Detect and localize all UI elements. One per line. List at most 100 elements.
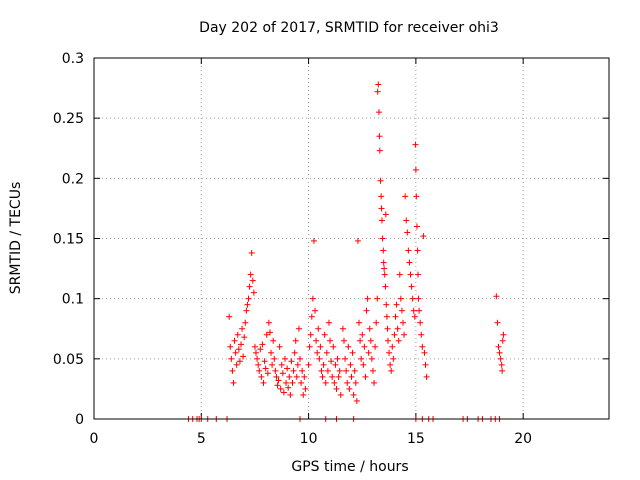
data-point (398, 307, 405, 314)
data-point (373, 319, 380, 326)
data-point (418, 331, 425, 338)
data-point (403, 217, 410, 224)
data-point (308, 313, 315, 320)
data-point (227, 343, 234, 350)
data-point (324, 367, 331, 374)
data-point (411, 313, 418, 320)
data-point (500, 331, 507, 338)
data-point (286, 373, 293, 380)
data-point (406, 259, 413, 266)
data-point (422, 361, 429, 368)
data-point (260, 379, 267, 386)
data-point (239, 325, 246, 332)
data-point (392, 313, 399, 320)
data-point (331, 379, 338, 386)
data-point (292, 337, 299, 344)
data-point (321, 331, 328, 338)
data-point (395, 337, 402, 344)
data-point (381, 265, 388, 272)
data-point (380, 247, 387, 254)
data-point (357, 337, 364, 344)
data-point (232, 349, 239, 356)
x-tick-label: 15 (407, 431, 425, 447)
data-point (241, 334, 248, 341)
data-points (185, 81, 507, 422)
data-point (295, 325, 302, 332)
data-point (297, 355, 303, 362)
data-point (299, 367, 306, 374)
data-point (244, 301, 251, 308)
data-point (277, 385, 284, 392)
data-point (242, 319, 249, 326)
data-point (337, 391, 344, 398)
data-point (294, 361, 301, 368)
data-point (377, 177, 384, 184)
x-tick-label: 20 (514, 431, 532, 447)
data-point (254, 355, 261, 362)
data-point (330, 343, 337, 350)
data-point (235, 346, 242, 353)
data-point (301, 373, 308, 380)
y-tick-label: 0.25 (53, 111, 84, 127)
data-point (409, 295, 416, 302)
data-point (272, 367, 279, 374)
y-tick-label: 0.3 (62, 51, 84, 67)
data-point (358, 355, 365, 362)
data-point (280, 389, 287, 396)
data-point (378, 217, 385, 224)
data-point (390, 355, 397, 362)
y-tick-label: 0.2 (62, 171, 84, 187)
data-point (414, 247, 421, 254)
data-point (325, 319, 332, 326)
data-point (384, 337, 391, 344)
data-point (332, 361, 339, 368)
data-point (415, 295, 422, 302)
data-point (315, 325, 322, 332)
data-point (228, 355, 235, 362)
data-point (284, 365, 291, 372)
data-point (340, 337, 347, 344)
data-point (499, 367, 506, 374)
data-point (287, 391, 294, 398)
data-point (496, 349, 503, 356)
data-point (339, 325, 346, 332)
data-point (410, 307, 417, 314)
y-tick-label: 0.15 (53, 232, 84, 248)
data-point (276, 343, 283, 350)
data-point (302, 385, 309, 392)
data-point (250, 289, 257, 296)
data-point (374, 295, 381, 302)
data-point (346, 385, 353, 392)
data-point (345, 343, 352, 350)
data-point (269, 361, 276, 368)
y-tick-labels: 0 0.05 0.1 0.15 0.2 0.25 0.3 (53, 51, 84, 428)
data-point (382, 283, 389, 290)
data-point (383, 313, 390, 320)
data-point (322, 379, 329, 386)
data-point (495, 343, 502, 350)
data-point (298, 379, 305, 386)
data-point (350, 391, 357, 398)
data-point (283, 379, 290, 386)
data-point (305, 361, 312, 368)
data-point (359, 331, 366, 338)
data-point (420, 233, 427, 240)
data-point (247, 271, 254, 278)
data-point (257, 346, 264, 353)
data-point (383, 301, 390, 308)
data-point (360, 361, 367, 368)
data-point (412, 141, 419, 148)
data-point (386, 349, 393, 356)
data-point (271, 355, 278, 362)
data-point (335, 373, 342, 380)
data-point (314, 349, 321, 356)
data-point (336, 367, 343, 374)
y-axis-label: SRMTID / TECUs (8, 182, 24, 295)
data-point (396, 271, 403, 278)
data-point (380, 259, 387, 266)
data-point (263, 331, 270, 338)
data-point (378, 193, 385, 200)
data-point (291, 349, 298, 356)
data-point (397, 295, 404, 302)
